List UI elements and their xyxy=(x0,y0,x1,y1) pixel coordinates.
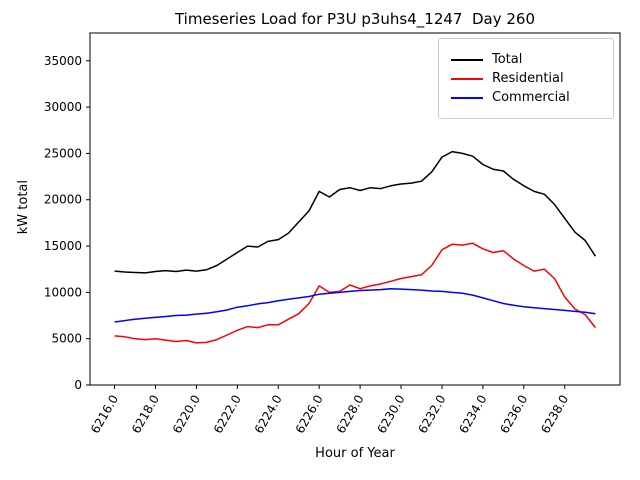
x-tick-label: 6216.0 xyxy=(88,393,121,436)
legend-item-residential: Residential xyxy=(451,71,601,86)
commercial-line-swatch-icon xyxy=(451,96,483,99)
legend-label-commercial: Commercial xyxy=(492,90,570,105)
x-tick-label: 6220.0 xyxy=(170,393,203,436)
x-tick-label: 6222.0 xyxy=(211,393,244,436)
x-tick-label: 6238.0 xyxy=(538,393,571,436)
x-tick-label: 6234.0 xyxy=(456,393,489,436)
x-tick-label: 6224.0 xyxy=(252,393,285,436)
y-tick-label: 25000 xyxy=(44,146,82,160)
total-line-swatch-icon xyxy=(451,58,483,61)
x-tick-label: 6230.0 xyxy=(375,393,408,436)
legend-item-total: Total xyxy=(451,52,601,67)
x-tick-label: 6232.0 xyxy=(415,393,448,436)
y-tick-label: 20000 xyxy=(44,193,82,207)
legend-item-commercial: Commercial xyxy=(451,90,601,105)
x-tick-label: 6226.0 xyxy=(293,393,326,436)
y-tick-label: 0 xyxy=(74,378,82,392)
y-axis-label: kW total xyxy=(16,180,31,235)
y-tick-label: 10000 xyxy=(44,285,82,299)
residential-line-swatch-icon xyxy=(451,77,483,80)
legend-label-residential: Residential xyxy=(492,71,564,86)
y-tick-label: 35000 xyxy=(44,54,82,68)
y-tick-label: 15000 xyxy=(44,239,82,253)
x-axis-label: Hour of Year xyxy=(315,446,395,461)
y-tick-label: 30000 xyxy=(44,100,82,114)
legend: Total Residential Commercial xyxy=(438,38,614,119)
chart-title: Timeseries Load for P3U p3uhs4_1247 Day … xyxy=(174,10,536,28)
axes-frame xyxy=(89,32,621,386)
series-line-commercial xyxy=(114,287,596,323)
y-tick-label: 5000 xyxy=(51,332,82,346)
x-tick-label: 6218.0 xyxy=(129,393,162,436)
series-line-total xyxy=(114,150,597,274)
x-tick-label: 6228.0 xyxy=(334,393,367,436)
x-tick-label: 6236.0 xyxy=(497,393,530,436)
legend-label-total: Total xyxy=(492,52,523,67)
series-line-residential xyxy=(114,242,596,344)
